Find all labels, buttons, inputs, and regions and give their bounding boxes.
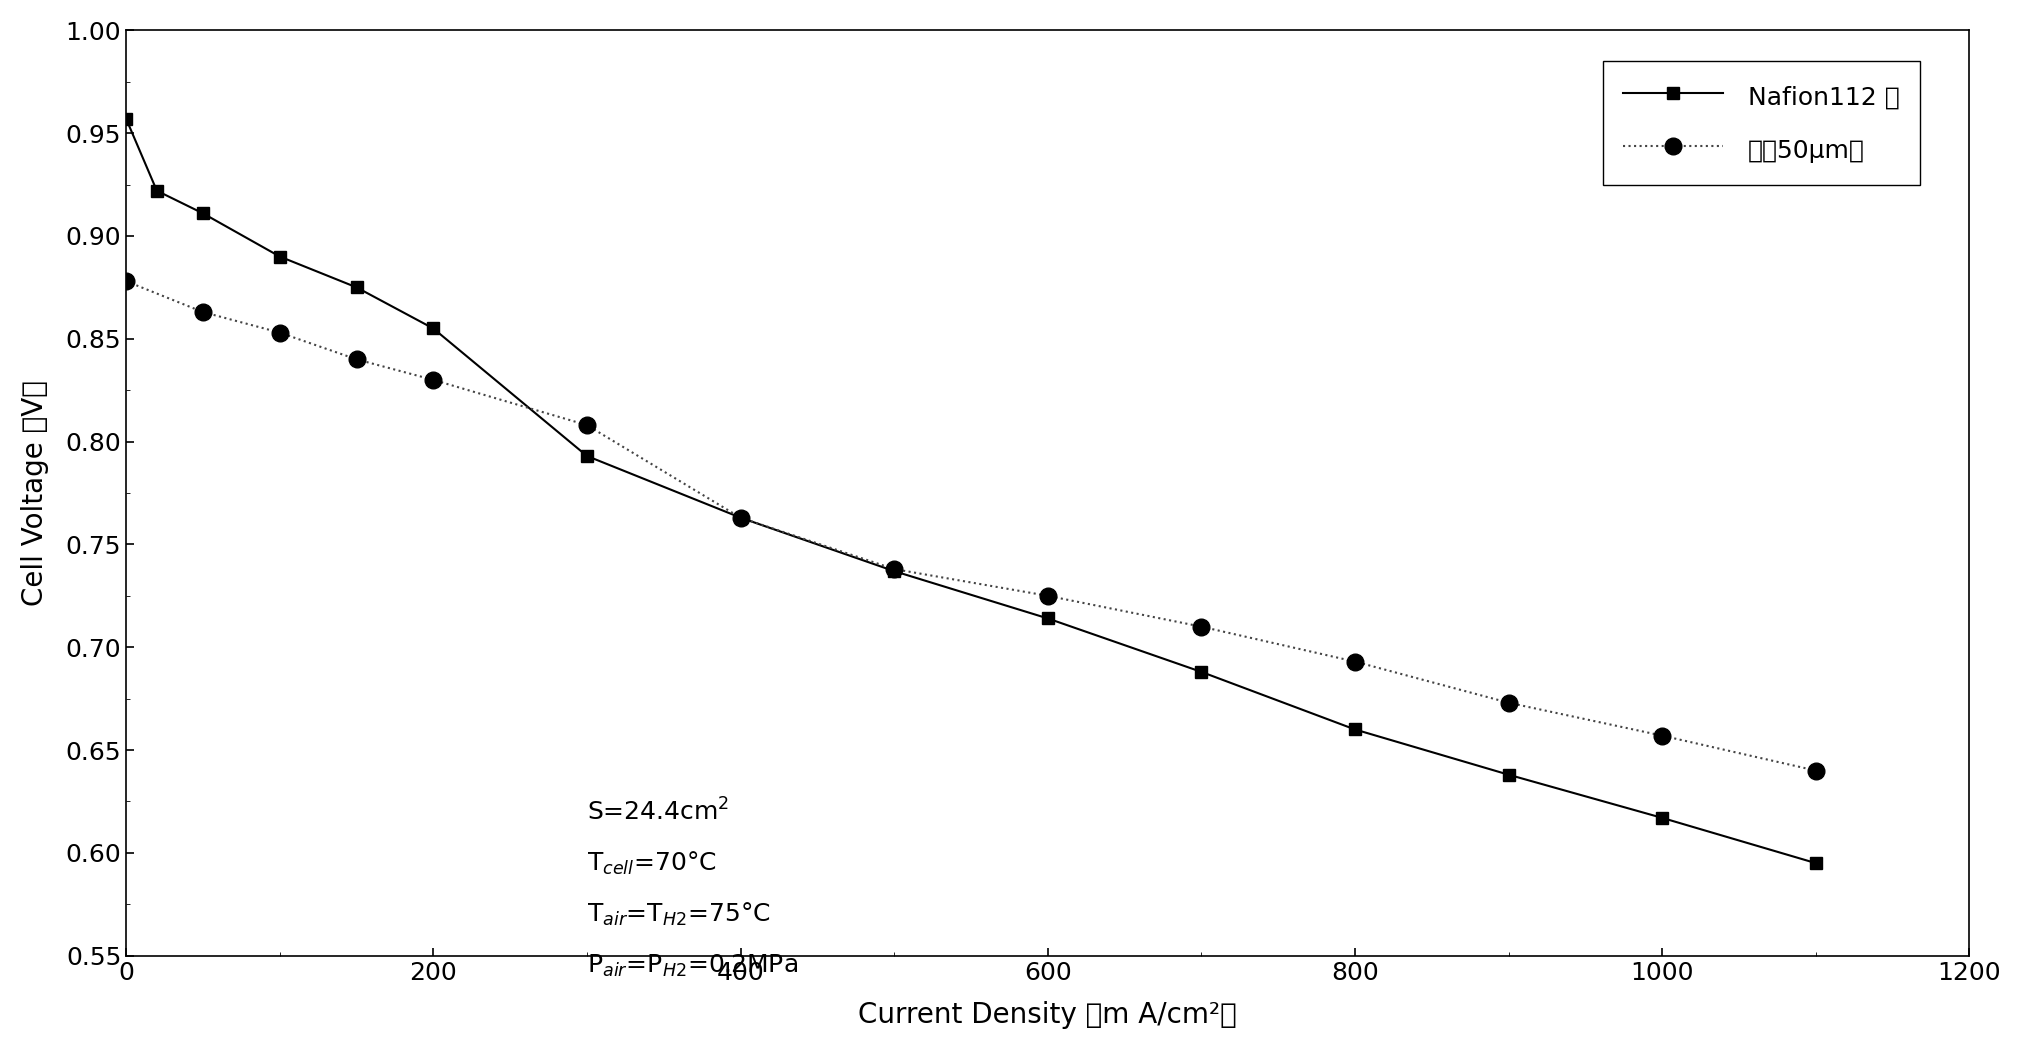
Text: P$_{air}$=P$_{H2}$=0.2MPa: P$_{air}$=P$_{H2}$=0.2MPa <box>586 952 799 979</box>
Nafion112 膜 <box>1650 812 1674 824</box>
Nafion112 膜 <box>1804 857 1828 869</box>
Nafion112 膜 <box>1496 769 1521 781</box>
自制50μm膜 <box>1804 764 1828 777</box>
自制50μm膜 <box>421 374 445 386</box>
自制50μm膜 <box>1650 730 1674 742</box>
自制50μm膜 <box>267 327 291 339</box>
Legend: Nafion112 膜, 自制50μm膜: Nafion112 膜, 自制50μm膜 <box>1603 61 1921 185</box>
Y-axis label: Cell Voltage （V）: Cell Voltage （V） <box>20 380 49 606</box>
Nafion112 膜 <box>190 207 214 219</box>
Nafion112 膜 <box>882 565 906 578</box>
Nafion112 膜 <box>267 250 291 262</box>
自制50μm膜 <box>190 306 214 318</box>
Nafion112 膜 <box>421 322 445 335</box>
自制50μm膜 <box>1343 655 1367 668</box>
Nafion112 膜 <box>574 449 599 462</box>
自制50μm膜 <box>728 511 752 524</box>
Nafion112 膜 <box>1343 723 1367 736</box>
Nafion112 膜 <box>1035 612 1060 625</box>
Nafion112 膜 <box>146 185 170 197</box>
Nafion112 膜 <box>113 112 137 125</box>
自制50μm膜 <box>574 419 599 432</box>
Text: S=24.4cm$^2$: S=24.4cm$^2$ <box>586 798 730 825</box>
自制50μm膜 <box>1496 696 1521 709</box>
X-axis label: Current Density （m A/cm²）: Current Density （m A/cm²） <box>859 1001 1237 1029</box>
自制50μm膜 <box>1035 589 1060 602</box>
自制50μm膜 <box>882 563 906 575</box>
Nafion112 膜 <box>344 281 368 294</box>
自制50μm膜 <box>1189 621 1213 633</box>
Nafion112 膜 <box>728 511 752 524</box>
自制50μm膜 <box>113 275 137 288</box>
Line: Nafion112 膜: Nafion112 膜 <box>119 112 1822 869</box>
Text: T$_{cell}$=70°C: T$_{cell}$=70°C <box>586 849 716 877</box>
Nafion112 膜 <box>1189 666 1213 678</box>
Line: 自制50μm膜: 自制50μm膜 <box>117 273 1824 779</box>
自制50μm膜 <box>344 353 368 365</box>
Text: T$_{air}$=T$_{H2}$=75°C: T$_{air}$=T$_{H2}$=75°C <box>586 901 770 928</box>
